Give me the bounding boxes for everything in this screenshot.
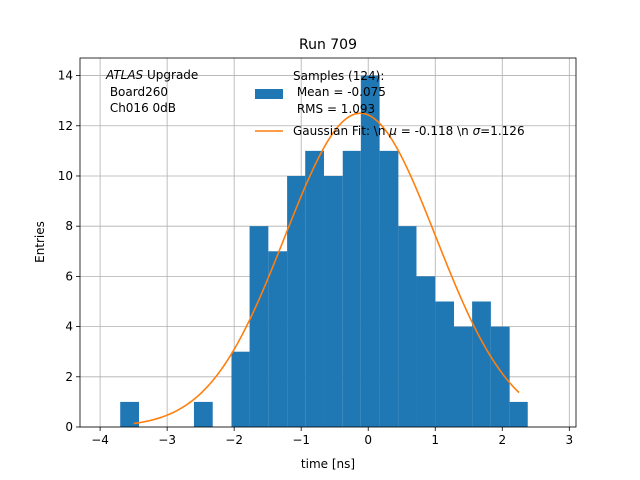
x-tick-label: −1: [292, 433, 310, 447]
x-tick-label: −2: [225, 433, 243, 447]
y-tick-label: 8: [65, 219, 73, 233]
x-tick-label: −4: [91, 433, 109, 447]
plot-frame: [79, 57, 577, 428]
y-tick-label: 12: [58, 119, 73, 133]
y-tick-label: 6: [65, 269, 73, 283]
annotation-line-1: ATLAS Upgrade: [105, 68, 198, 82]
y-axis-ticks: 0 2 4 6 8 10 12 14: [58, 69, 80, 434]
histogram-bar: [342, 150, 361, 427]
x-tick-label: 0: [364, 433, 372, 447]
histogram-bar: [379, 150, 399, 427]
chart-title: Run 709: [299, 37, 357, 53]
legend-fit-mu-symbol: μ: [388, 124, 397, 138]
histogram-bar: [509, 401, 528, 427]
y-tick-label: 2: [65, 370, 73, 384]
histogram-bar: [193, 401, 213, 427]
legend-fit-prefix: Gaussian Fit: \n: [293, 124, 389, 138]
x-tick-label: 3: [565, 433, 573, 447]
y-tick-label: 10: [58, 169, 73, 183]
histogram-bar: [454, 326, 473, 427]
legend-fit-sigma-value: =1.126: [480, 124, 524, 138]
annotation-experiment-suffix: Upgrade: [143, 68, 198, 82]
histogram-bar: [231, 351, 250, 427]
histogram-bar: [416, 276, 436, 427]
x-axis-label: time [ns]: [301, 457, 355, 471]
y-tick-label: 14: [58, 69, 73, 83]
histogram-bar: [472, 301, 491, 427]
annotation-line-3: Ch016 0dB: [106, 101, 176, 115]
histogram-bar: [249, 226, 269, 427]
legend-fit-label: Gaussian Fit: \n μ = -0.118 \n σ=1.126: [293, 124, 525, 138]
annotation-box: ATLAS Upgrade Board260 Ch016 0dB: [105, 68, 198, 115]
legend-histogram-swatch: [255, 89, 283, 99]
y-tick-label: 4: [65, 320, 73, 334]
annotation-line-2: Board260: [106, 85, 168, 99]
x-axis-ticks: −4 −3 −2 −1 0 1 2 3: [91, 427, 573, 447]
gaussian-fit-curve: [133, 112, 520, 425]
legend-fit-mu-value: = -0.118 \n: [397, 124, 473, 138]
x-tick-label: 1: [431, 433, 439, 447]
y-axis-label: Entries: [33, 221, 47, 263]
legend: Samples (124): Mean = -0.075 RMS = 1.093…: [255, 69, 525, 138]
annotation-experiment: ATLAS: [105, 68, 144, 82]
histogram-bar: [287, 175, 306, 427]
legend-fit-sigma-symbol: σ: [473, 124, 481, 138]
histogram-bar: [360, 75, 380, 428]
histogram-bar: [435, 301, 455, 427]
legend-histogram-line-2: Mean = -0.075: [293, 85, 386, 99]
histogram-bar: [120, 401, 139, 427]
histogram-bar: [398, 226, 417, 427]
histogram-bar: [490, 326, 510, 427]
x-tick-label: −3: [158, 433, 176, 447]
histogram-bar: [323, 175, 343, 427]
histogram-bar: [305, 150, 324, 427]
y-tick-label: 0: [65, 420, 73, 434]
histogram-bars: [120, 75, 528, 428]
legend-histogram-line-3: RMS = 1.093: [293, 102, 375, 116]
legend-histogram-line-1: Samples (124):: [293, 69, 384, 83]
x-tick-label: 2: [498, 433, 506, 447]
histogram-bar: [268, 251, 288, 427]
